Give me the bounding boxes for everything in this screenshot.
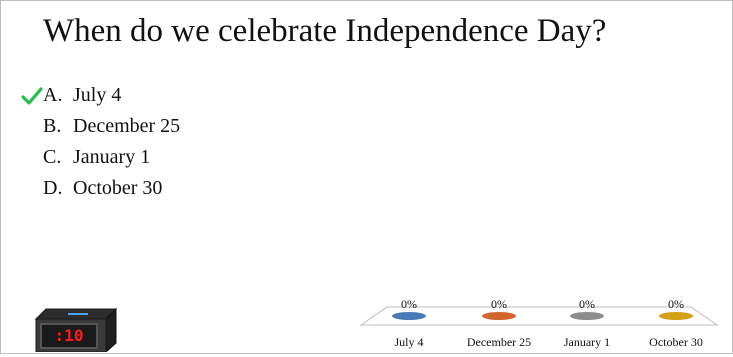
answer-option-c: C. January 1: [1, 146, 301, 176]
question-title: When do we celebrate Independence Day?: [43, 13, 607, 49]
bar-top-2: [570, 312, 604, 320]
bar-value-label: 0%: [668, 297, 684, 311]
bar-value-label: 0%: [579, 297, 595, 311]
answer-option-b: B. December 25: [1, 115, 301, 145]
category-label: December 25: [466, 335, 532, 349]
answer-letter: A.: [43, 84, 63, 106]
chart-floor: [359, 306, 719, 326]
bar-value-label: 0%: [401, 297, 417, 311]
answer-letter: D.: [43, 177, 63, 199]
answer-text: July 4: [73, 84, 122, 106]
chart-plot-area: [359, 306, 719, 326]
answer-letter: B.: [43, 115, 62, 137]
answer-letter: C.: [43, 146, 62, 168]
answer-option-a: A. July 4: [1, 84, 301, 114]
answer-text: October 30: [73, 177, 163, 199]
category-label: July 4: [394, 335, 424, 349]
answer-option-d: D. October 30: [1, 177, 301, 207]
answer-text: December 25: [73, 115, 181, 137]
bar-top-3: [659, 312, 693, 320]
category-label: October 30: [649, 335, 703, 349]
countdown-timer: :10: [34, 306, 118, 354]
response-chart: 0% 0% 0% 0% July 4 December 25 January 1 Octob…: [357, 297, 729, 353]
bar-top-0: [392, 312, 426, 320]
bar-value-label: 0%: [491, 297, 507, 311]
answer-text: January 1: [73, 146, 151, 168]
bar-top-1: [482, 312, 516, 320]
timer-display: :10: [40, 323, 98, 349]
category-label: January 1: [563, 335, 611, 349]
checkmark-icon: [21, 87, 43, 105]
